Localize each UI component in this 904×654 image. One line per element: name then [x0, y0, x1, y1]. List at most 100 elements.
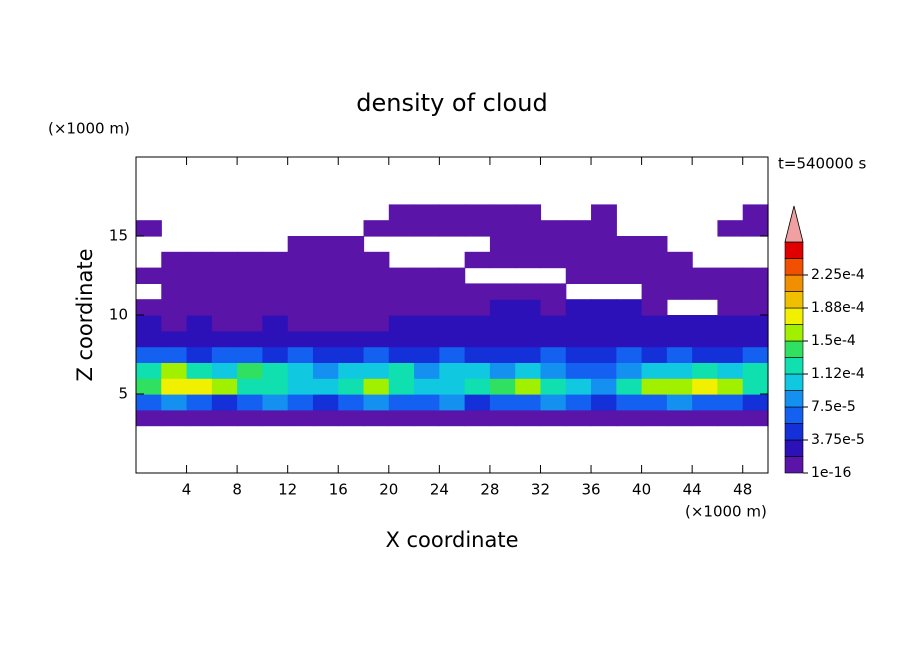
contour-cell — [312, 409, 339, 427]
contour-cell — [414, 315, 440, 332]
contour-cell — [666, 394, 693, 411]
contour-cell — [363, 283, 390, 300]
contour-cell — [363, 362, 390, 379]
contour-cell — [262, 251, 289, 269]
contour-cell — [439, 394, 466, 411]
contour-cell — [464, 362, 491, 379]
contour-cell — [439, 283, 466, 300]
contour-cell — [363, 330, 390, 348]
colorbar-band — [784, 423, 804, 441]
contour-cell — [363, 220, 390, 237]
contour-cell — [363, 299, 390, 316]
contour-cell — [641, 251, 668, 269]
contour-cell — [515, 378, 542, 395]
colorbar-band — [784, 373, 804, 391]
contour-cell — [565, 236, 592, 253]
contour-cell — [641, 330, 668, 348]
contour-cell — [692, 330, 719, 348]
contour-cell — [338, 251, 365, 269]
x-axis-label: X coordinate — [385, 528, 518, 552]
contour-cell — [414, 362, 440, 379]
x-tick-label: 4 — [182, 481, 192, 499]
contour-cell — [237, 346, 263, 363]
contour-cell — [312, 378, 339, 395]
chart-title: density of cloud — [356, 89, 547, 117]
contour-cell — [136, 362, 162, 379]
contour-cell — [565, 346, 592, 363]
contour-cell — [742, 315, 769, 332]
contour-cell — [161, 409, 188, 427]
contour-cell — [742, 267, 769, 284]
contour-cell — [565, 330, 592, 348]
contour-cell — [489, 236, 516, 253]
contour-cell — [591, 378, 617, 395]
contour-cell — [312, 330, 339, 348]
contour-cell — [717, 346, 744, 363]
contour-cell — [666, 267, 693, 284]
contour-cell — [338, 315, 365, 332]
contour-cell — [186, 283, 213, 300]
contour-cell — [211, 299, 238, 316]
x-tick-label: 36 — [581, 481, 600, 499]
contour-cell — [540, 394, 567, 411]
contour-cell — [464, 409, 491, 427]
contour-cell — [692, 362, 719, 379]
contour-cell — [388, 204, 415, 221]
contour-cell — [692, 283, 719, 300]
contour-cell — [414, 204, 440, 221]
contour-cell — [237, 330, 263, 348]
contour-cell — [237, 283, 263, 300]
y-tick-label: 5 — [118, 385, 128, 403]
contour-cell — [742, 394, 769, 411]
contour-cell — [388, 299, 415, 316]
contour-cell — [464, 220, 491, 237]
contour-cell — [287, 283, 314, 300]
contour-cell — [312, 236, 339, 253]
contour-cell — [616, 299, 643, 316]
contour-cell — [666, 283, 693, 300]
contour-cell — [742, 378, 769, 395]
contour-cell — [237, 299, 263, 316]
contour-cell — [363, 409, 390, 427]
contour-cell — [742, 283, 769, 300]
contour-cell — [262, 378, 289, 395]
contour-cell — [211, 378, 238, 395]
contour-cell — [338, 346, 365, 363]
contour-cell — [136, 220, 162, 237]
contour-cell — [515, 251, 542, 269]
contour-cell — [312, 299, 339, 316]
contour-cell — [591, 346, 617, 363]
contour-cell — [211, 409, 238, 427]
colorbar-tick-label: 1.12e-4 — [811, 366, 865, 382]
contour-cell — [591, 409, 617, 427]
contour-cell — [287, 346, 314, 363]
contour-cell — [692, 315, 719, 332]
contour-cell — [312, 394, 339, 411]
contour-cell — [161, 346, 188, 363]
contour-cell — [388, 330, 415, 348]
y-tick-label: 10 — [109, 306, 128, 324]
contour-cell — [287, 251, 314, 269]
contour-cell — [515, 362, 542, 379]
contour-cell — [742, 362, 769, 379]
contour-cell — [616, 346, 643, 363]
y-tick-label: 15 — [109, 227, 128, 245]
colorbar-band — [784, 340, 804, 358]
contour-cell — [186, 330, 213, 348]
contour-cell — [565, 362, 592, 379]
contour-cell — [464, 251, 491, 269]
contour-cell — [439, 330, 466, 348]
contour-cell — [414, 283, 440, 300]
contour-cell — [717, 330, 744, 348]
contour-cell — [742, 409, 769, 427]
colorbar-tick-label: 1e-16 — [811, 465, 851, 481]
contour-cell — [489, 220, 516, 237]
contour-cell — [565, 220, 592, 237]
contour-cell — [641, 394, 668, 411]
contour-cell — [489, 346, 516, 363]
contour-cell — [211, 394, 238, 411]
contour-cell — [515, 315, 542, 332]
colorbar-tick-label: 1.5e-4 — [811, 333, 856, 349]
contour-cell — [717, 299, 744, 316]
contour-cell — [616, 362, 643, 379]
